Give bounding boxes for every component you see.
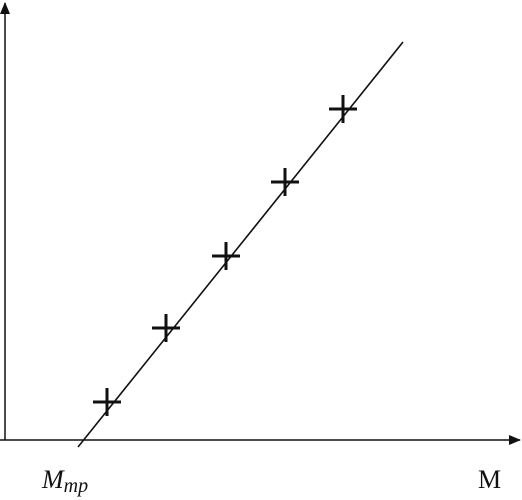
point-marker: [152, 314, 180, 342]
point-marker: [271, 168, 299, 196]
point-marker: [93, 388, 121, 416]
point-marker: [329, 95, 357, 123]
origin-label-sub: mp: [64, 475, 88, 497]
x-axis-label: M: [478, 465, 501, 494]
origin-label-main: M: [41, 465, 65, 494]
markers: [93, 95, 357, 416]
origin-label: Mmp: [41, 465, 88, 497]
point-marker: [212, 242, 240, 270]
